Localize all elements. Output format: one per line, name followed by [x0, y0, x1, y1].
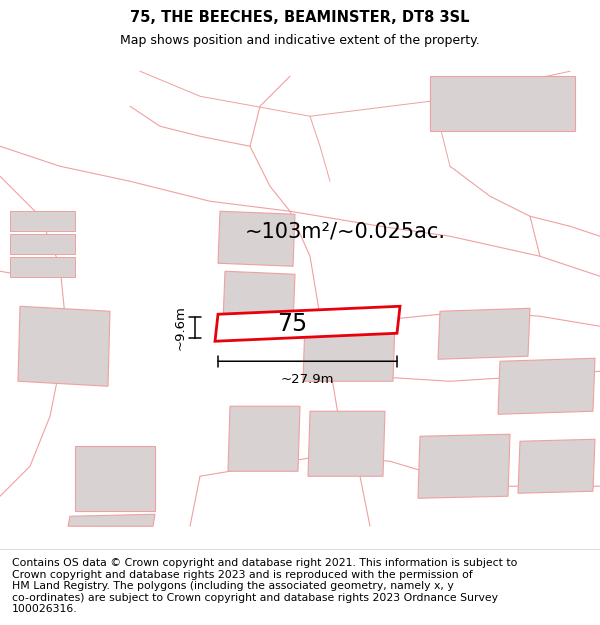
- Polygon shape: [430, 76, 575, 131]
- Text: ~9.6m: ~9.6m: [174, 305, 187, 350]
- Text: 75: 75: [277, 312, 308, 336]
- Polygon shape: [498, 358, 595, 414]
- Polygon shape: [218, 211, 295, 266]
- Polygon shape: [10, 258, 75, 278]
- Polygon shape: [228, 406, 300, 471]
- Polygon shape: [518, 439, 595, 493]
- Polygon shape: [308, 411, 385, 476]
- Polygon shape: [10, 211, 75, 231]
- Polygon shape: [303, 321, 395, 381]
- Text: 75, THE BEECHES, BEAMINSTER, DT8 3SL: 75, THE BEECHES, BEAMINSTER, DT8 3SL: [130, 10, 470, 25]
- Polygon shape: [68, 514, 155, 526]
- Polygon shape: [18, 306, 110, 386]
- Polygon shape: [223, 271, 295, 324]
- Polygon shape: [10, 234, 75, 254]
- Polygon shape: [438, 308, 530, 359]
- Polygon shape: [215, 306, 400, 341]
- Text: ~27.9m: ~27.9m: [281, 373, 334, 386]
- Polygon shape: [418, 434, 510, 498]
- Polygon shape: [75, 446, 155, 511]
- Text: Map shows position and indicative extent of the property.: Map shows position and indicative extent…: [120, 34, 480, 47]
- Text: Contains OS data © Crown copyright and database right 2021. This information is : Contains OS data © Crown copyright and d…: [12, 558, 517, 614]
- Text: ~103m²/~0.025ac.: ~103m²/~0.025ac.: [245, 221, 445, 241]
